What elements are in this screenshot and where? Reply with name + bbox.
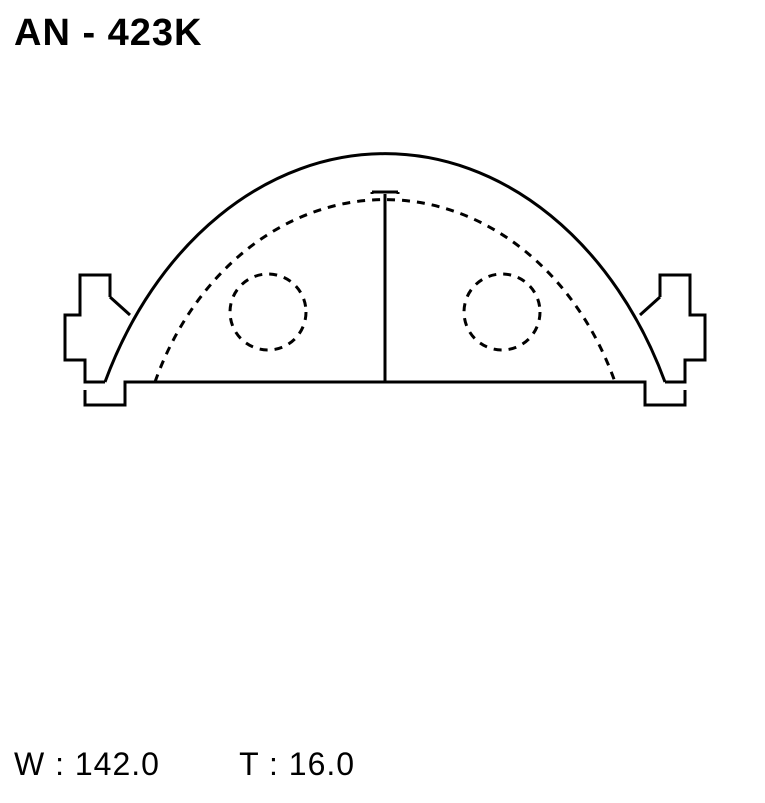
brake-pad-diagram	[40, 145, 730, 525]
dim-colon: :	[55, 746, 75, 782]
dim-w-label: W	[14, 746, 45, 782]
diagram-svg	[40, 145, 730, 525]
dim-t-value: 16.0	[289, 746, 355, 782]
part-number-title: AN - 423K	[14, 12, 203, 55]
dim-t-label: T	[239, 746, 259, 782]
dim-colon2: :	[269, 746, 289, 782]
dimensions-line: W : 142.0 T : 16.0	[14, 746, 355, 783]
dim-w-value: 142.0	[75, 746, 160, 782]
